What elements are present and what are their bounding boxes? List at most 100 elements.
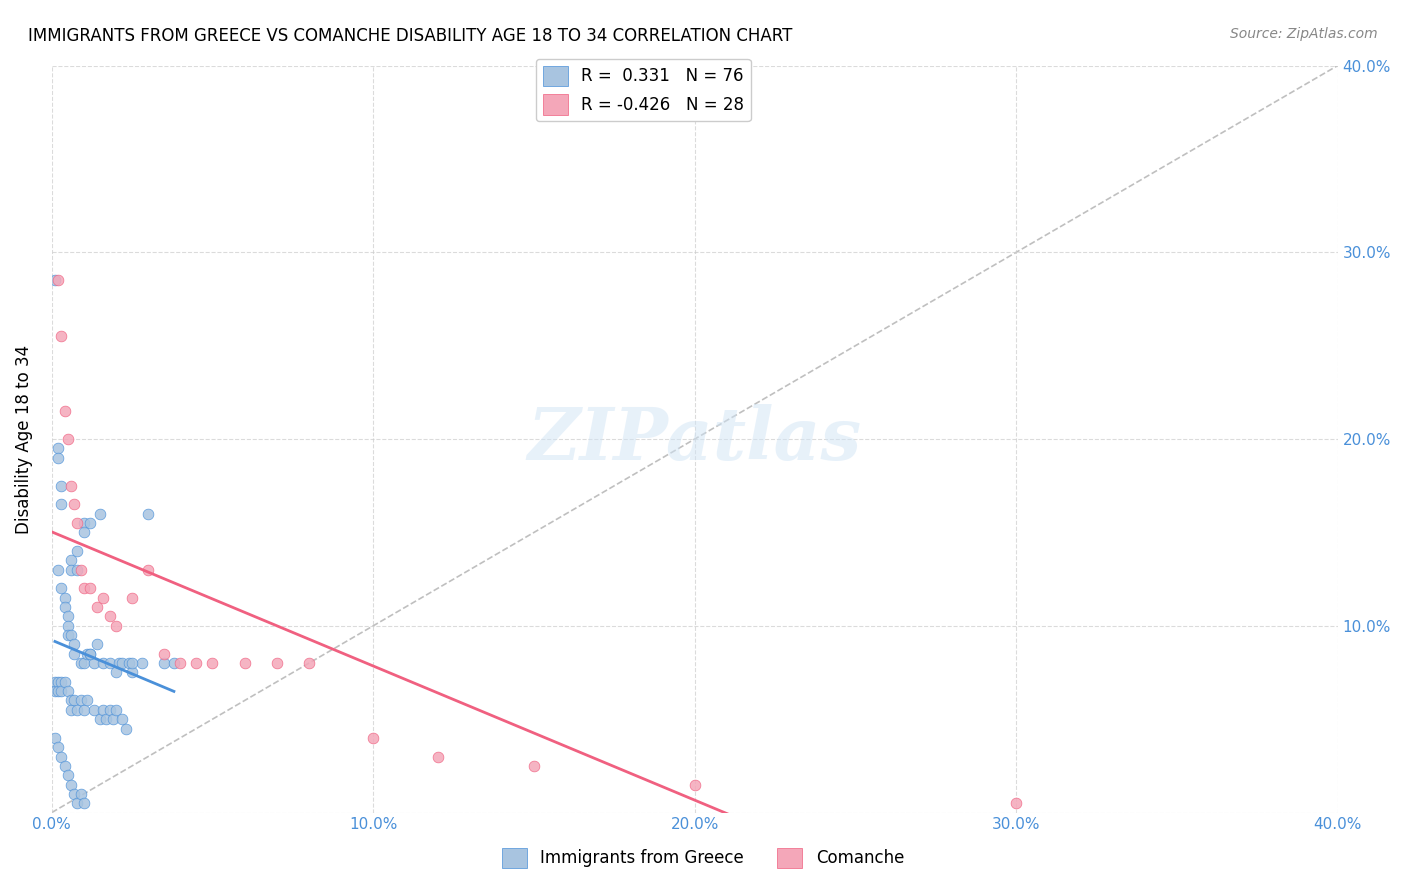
Point (60, 628, 83, 642)
Point (111, 656, 134, 670)
Point (56, 432, 79, 446)
Point (46, 563, 69, 577)
Point (91, 656, 114, 670)
Point (66, 796, 89, 810)
Point (73, 525, 96, 540)
Point (136, 507, 159, 521)
Point (51, 498, 73, 512)
Point (186, 656, 208, 670)
Point (153, 647, 176, 661)
Point (56, 768, 79, 782)
Point (121, 665, 143, 680)
Point (73, 582, 96, 596)
Point (683, 778, 706, 792)
Point (79, 582, 101, 596)
Point (51, 674, 73, 689)
Point (56, 684, 79, 698)
Point (56, 609, 79, 624)
Point (121, 656, 143, 670)
Point (63, 787, 86, 801)
Point (53, 759, 76, 773)
Point (60, 563, 83, 577)
Point (79, 647, 101, 661)
Point (60, 778, 83, 792)
Point (101, 712, 124, 726)
Point (44, 731, 66, 745)
Point (69, 693, 91, 707)
Point (89, 712, 111, 726)
Point (105, 665, 128, 680)
Point (46, 442, 69, 456)
Point (44, 674, 66, 689)
Point (523, 759, 546, 773)
Point (108, 656, 131, 670)
Point (46, 674, 69, 689)
Point (56, 619, 79, 633)
Point (98, 609, 121, 624)
Point (60, 479, 83, 493)
Point (114, 722, 136, 736)
Point (73, 656, 96, 670)
Point (98, 703, 121, 717)
Point (53, 404, 76, 418)
Point (111, 712, 134, 726)
Point (63, 638, 86, 652)
Point (60, 693, 83, 707)
Point (51, 479, 73, 493)
Point (44, 273, 66, 287)
Point (51, 329, 73, 343)
Point (1005, 796, 1028, 810)
Y-axis label: Disability Age 18 to 34: Disability Age 18 to 34 (15, 344, 32, 533)
Point (60, 553, 83, 567)
Text: Source: ZipAtlas.com: Source: ZipAtlas.com (1230, 27, 1378, 41)
Point (60, 703, 83, 717)
Point (98, 656, 121, 670)
Legend: R =  0.331   N = 76, R = -0.426   N = 28: R = 0.331 N = 76, R = -0.426 N = 28 (536, 59, 751, 121)
Point (51, 749, 73, 764)
Text: ZIPatlas: ZIPatlas (527, 403, 862, 475)
Point (298, 656, 321, 670)
Point (86, 600, 108, 615)
Point (153, 656, 176, 670)
Legend: Immigrants from Greece, Comanche: Immigrants from Greece, Comanche (495, 841, 911, 875)
Point (53, 600, 76, 615)
Point (79, 516, 101, 530)
Point (73, 796, 96, 810)
Point (66, 563, 89, 577)
Point (105, 703, 128, 717)
Point (131, 656, 153, 670)
Point (69, 563, 91, 577)
Point (53, 591, 76, 605)
Point (136, 563, 159, 577)
Text: IMMIGRANTS FROM GREECE VS COMANCHE DISABILITY AGE 18 TO 34 CORRELATION CHART: IMMIGRANTS FROM GREECE VS COMANCHE DISAB… (28, 27, 793, 45)
Point (51, 582, 73, 596)
Point (46, 684, 69, 698)
Point (83, 703, 105, 717)
Point (79, 647, 101, 661)
Point (118, 656, 141, 670)
Point (73, 516, 96, 530)
Point (63, 693, 86, 707)
Point (66, 544, 89, 558)
Point (83, 656, 105, 670)
Point (426, 749, 449, 764)
Point (46, 273, 69, 287)
Point (91, 703, 114, 717)
Point (91, 591, 114, 605)
Point (96, 712, 118, 726)
Point (76, 647, 98, 661)
Point (73, 703, 96, 717)
Point (63, 647, 86, 661)
Point (69, 787, 91, 801)
Point (169, 656, 191, 670)
Point (44, 684, 66, 698)
Point (63, 498, 86, 512)
Point (76, 693, 98, 707)
Point (201, 656, 224, 670)
Point (105, 619, 128, 633)
Point (89, 507, 111, 521)
Point (46, 450, 69, 465)
Point (69, 656, 91, 670)
Point (66, 516, 89, 530)
Point (233, 656, 256, 670)
